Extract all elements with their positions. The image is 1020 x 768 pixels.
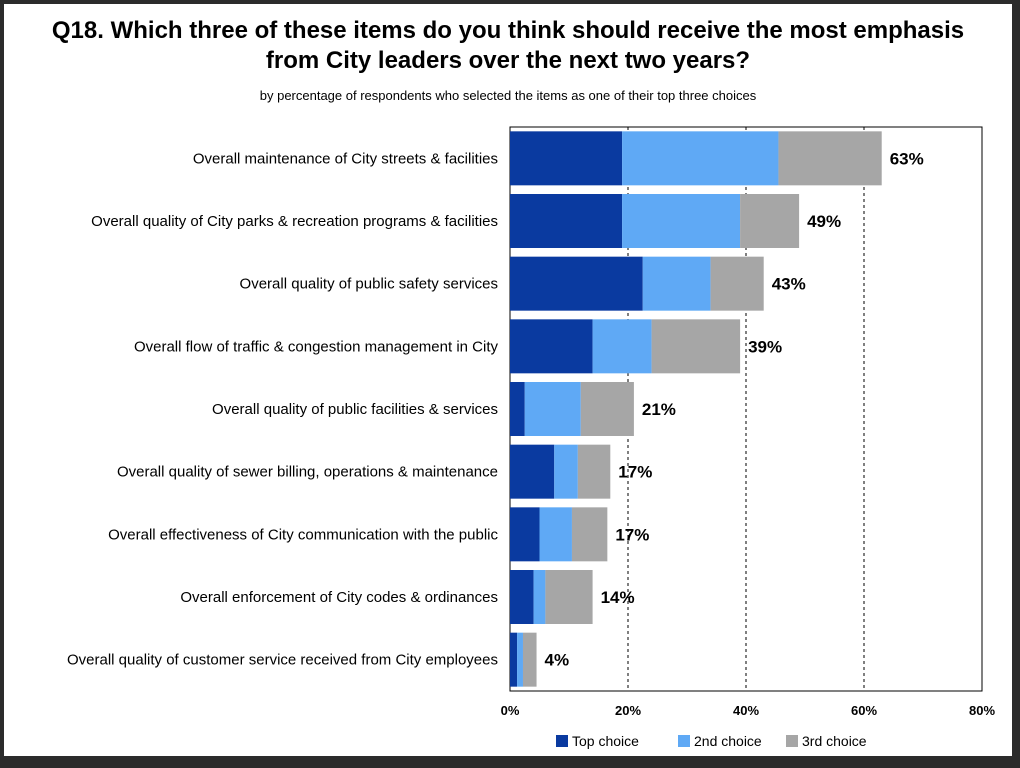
bar-segment-3rd-choice	[522, 632, 537, 687]
chart-title: Q18. Which three of these items do you t…	[4, 16, 1012, 76]
bar-segment-3rd-choice	[571, 507, 608, 562]
bar-segment-top-choice	[510, 256, 643, 311]
bar-segment-top-choice	[510, 319, 593, 374]
slide: Q18. Which three of these items do you t…	[4, 4, 1012, 756]
bar-segment-top-choice	[510, 444, 555, 499]
legend-label-top-choice: Top choice	[572, 733, 639, 749]
x-tick-label: 40%	[733, 703, 759, 718]
bar-segment-2nd-choice	[642, 256, 711, 311]
bar-segment-3rd-choice	[740, 194, 800, 248]
category-label: Overall maintenance of City streets & fa…	[193, 150, 498, 167]
total-value-label: 39%	[748, 337, 782, 356]
category-label: Overall quality of customer service rece…	[67, 652, 498, 669]
bar-segment-2nd-choice	[524, 382, 581, 436]
category-label: Overall enforcement of City codes & ordi…	[180, 589, 498, 606]
x-tick-label: 0%	[501, 703, 520, 718]
legend-swatch-3rd-choice	[786, 735, 798, 747]
bar-segment-top-choice	[510, 131, 623, 186]
category-label: Overall flow of traffic & congestion man…	[134, 338, 499, 355]
chart-title-line-1: Q18. Which three of these items do you t…	[51, 17, 965, 44]
bar-segment-2nd-choice	[539, 507, 572, 562]
total-value-label: 4%	[545, 651, 570, 670]
total-value-label: 43%	[772, 275, 806, 294]
category-label: Overall quality of City parks & recreati…	[91, 213, 498, 230]
bar-segment-3rd-choice	[580, 382, 634, 436]
chart-subtitle: by percentage of respondents who selecte…	[259, 88, 757, 103]
category-label: Overall quality of public facilities & s…	[212, 401, 498, 418]
legend-swatch-2nd-choice	[678, 735, 690, 747]
total-value-label: 17%	[618, 463, 652, 482]
bar-segment-2nd-choice	[622, 131, 779, 186]
total-value-label: 49%	[807, 212, 841, 231]
bar-segment-top-choice	[510, 570, 534, 624]
bar-segment-2nd-choice	[592, 319, 652, 374]
total-value-label: 21%	[642, 400, 676, 419]
bar-segment-3rd-choice	[577, 444, 611, 499]
bar-segment-2nd-choice	[622, 194, 741, 248]
bar-segment-2nd-choice	[554, 444, 578, 499]
category-label: Overall quality of sewer billing, operat…	[117, 464, 498, 481]
bar-segment-top-choice	[510, 194, 623, 248]
bar-segment-3rd-choice	[545, 570, 593, 624]
bar-segment-2nd-choice	[517, 632, 523, 687]
legend-label-3rd-choice: 3rd choice	[802, 733, 867, 749]
x-tick-label: 60%	[851, 703, 877, 718]
bar-segment-top-choice	[510, 382, 525, 436]
chart-title-line-2: from City leaders over the next two year…	[265, 47, 751, 74]
x-tick-label: 20%	[615, 703, 641, 718]
x-tick-label: 80%	[969, 703, 995, 718]
bar-segment-3rd-choice	[778, 131, 882, 186]
category-label: Overall quality of public safety service…	[240, 276, 498, 293]
bar-segment-top-choice	[510, 632, 518, 687]
legend-label-2nd-choice: 2nd choice	[694, 733, 762, 749]
bar-segment-top-choice	[510, 507, 540, 562]
stacked-bar-chart: Overall maintenance of City streets & fa…	[67, 126, 995, 749]
bar-segment-2nd-choice	[533, 570, 546, 624]
legend-swatch-top-choice	[556, 735, 568, 747]
total-value-label: 63%	[890, 149, 924, 168]
category-label: Overall effectiveness of City communicat…	[108, 526, 498, 543]
total-value-label: 14%	[601, 588, 635, 607]
bar-segment-3rd-choice	[710, 256, 764, 311]
total-value-label: 17%	[615, 525, 649, 544]
bar-segment-3rd-choice	[651, 319, 741, 374]
